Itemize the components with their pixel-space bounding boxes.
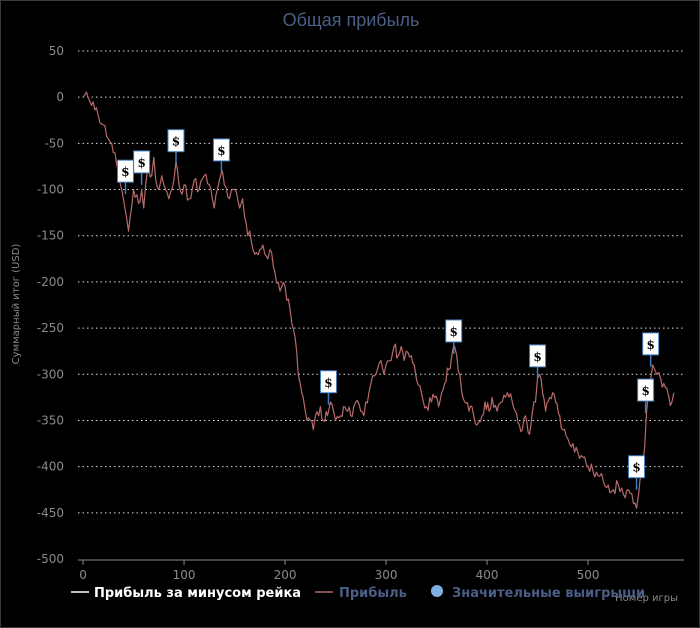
x-tick-label: 200 bbox=[274, 568, 297, 582]
dollar-icon: $ bbox=[121, 165, 129, 179]
significant-win-marker: $ bbox=[167, 129, 185, 164]
flag-box bbox=[637, 378, 655, 402]
significant-win-marker: $ bbox=[529, 344, 547, 379]
dollar-icon: $ bbox=[137, 156, 145, 170]
y-tick-label: -100 bbox=[37, 183, 64, 197]
flag-box bbox=[319, 370, 337, 394]
significant-win-marker: $ bbox=[628, 455, 646, 490]
x-axis-label: Номер игры bbox=[615, 593, 678, 604]
y-tick-label: -150 bbox=[37, 229, 64, 243]
y-tick-label: -400 bbox=[37, 460, 64, 474]
flag-box bbox=[529, 344, 547, 368]
y-axis-label: Суммарный итог (USD) bbox=[11, 244, 22, 365]
dollar-icon: $ bbox=[632, 461, 640, 475]
significant-win-marker: $ bbox=[319, 370, 337, 405]
dollar-icon: $ bbox=[641, 384, 649, 398]
x-tick-label: 0 bbox=[79, 568, 87, 582]
y-tick-label: -350 bbox=[37, 413, 64, 427]
legend-swatch-wins bbox=[431, 585, 443, 597]
y-tick-label: 0 bbox=[56, 90, 64, 104]
series-line-profit bbox=[82, 91, 675, 509]
significant-win-marker: $ bbox=[212, 138, 230, 173]
dollar-icon: $ bbox=[533, 350, 541, 364]
flag-box bbox=[133, 150, 151, 174]
chart-title: Общая прибыль bbox=[283, 10, 420, 30]
x-tick-label: 400 bbox=[476, 568, 499, 582]
legend-label-profit: Прибыль bbox=[339, 586, 407, 601]
y-tick-label: -250 bbox=[37, 321, 64, 335]
y-axis-ticks: 50 0 -50 -100 -150 -200 -250 -300 -350 -400 -450 -5… bbox=[37, 44, 64, 566]
dollar-icon: $ bbox=[450, 325, 458, 339]
dollar-icon: $ bbox=[324, 376, 332, 390]
x-tick-label: 500 bbox=[577, 568, 600, 582]
y-tick-label: -50 bbox=[44, 136, 64, 150]
profit-series bbox=[82, 91, 675, 509]
dollar-icon: $ bbox=[646, 338, 654, 352]
legend-label-wins: Значительные выигрыши bbox=[452, 586, 645, 601]
y-tick-label: -500 bbox=[37, 552, 64, 566]
grid-lines bbox=[78, 50, 684, 514]
significant-win-marker: $ bbox=[637, 378, 655, 414]
flag-box bbox=[642, 332, 660, 356]
x-axis: 0 100 200 300 400 500 bbox=[78, 559, 684, 582]
significant-win-marker: $ bbox=[133, 150, 151, 185]
significant-win-marker: $ bbox=[642, 332, 660, 367]
flag-box bbox=[445, 319, 463, 343]
significant-win-marker: $ bbox=[445, 319, 463, 354]
dollar-icon: $ bbox=[217, 144, 225, 158]
flag-box bbox=[628, 455, 646, 479]
flag-box bbox=[167, 129, 185, 153]
y-tick-label: -450 bbox=[37, 506, 64, 520]
x-tick-label: 100 bbox=[173, 568, 196, 582]
y-tick-label: -200 bbox=[37, 275, 64, 289]
significant-win-marker: $ bbox=[116, 159, 134, 195]
significant-wins: $ $ $ $ $ $ $ $ $ $ bbox=[116, 129, 660, 490]
x-tick-label: 300 bbox=[375, 568, 398, 582]
legend: Прибыль за минусом рейка Прибыль Значите… bbox=[71, 585, 645, 601]
legend-label-net: Прибыль за минусом рейка bbox=[94, 586, 301, 601]
dollar-icon: $ bbox=[172, 135, 180, 149]
y-tick-label: -300 bbox=[37, 367, 64, 381]
y-tick-label: 50 bbox=[49, 44, 64, 58]
flag-box bbox=[212, 138, 230, 162]
